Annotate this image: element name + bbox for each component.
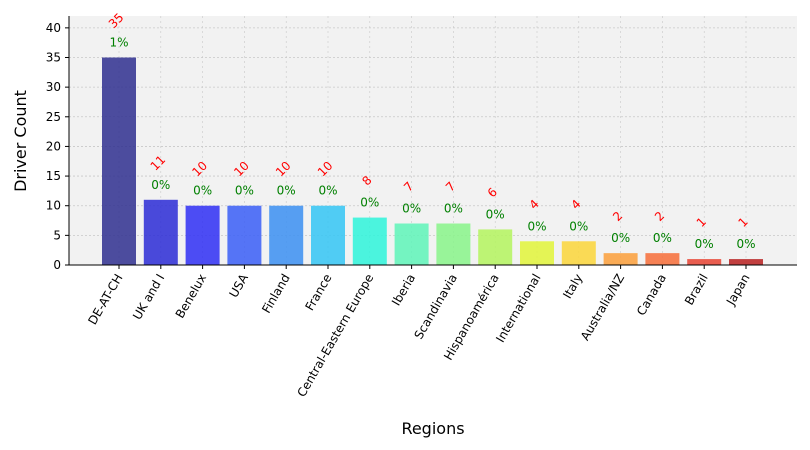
bar <box>269 205 304 265</box>
bar-percent-label: 0% <box>151 178 170 192</box>
bar-percent-label: 0% <box>402 202 421 216</box>
x-tick-label: International <box>493 272 543 345</box>
x-tick-label: Australia/NZ <box>578 272 627 343</box>
y-ticks: 0 5 10 15 20 25 30 35 40 <box>46 21 69 272</box>
x-tick-label: USA <box>226 271 251 300</box>
bar-percent-label: 0% <box>235 184 254 198</box>
x-tick-label: UK and I <box>130 272 167 323</box>
bar-percent-label: 0% <box>653 231 672 245</box>
bar <box>185 205 220 265</box>
bar-percent-label: 0% <box>611 231 630 245</box>
bar <box>603 253 638 265</box>
bar <box>227 205 262 265</box>
bar-percent-label: 0% <box>444 202 463 216</box>
bar-percent-label: 0% <box>360 196 379 210</box>
x-tick-label: Scandinavia <box>411 272 460 342</box>
bar-percent-label: 0% <box>569 219 588 233</box>
bar <box>561 241 596 265</box>
x-tick-label: Italy <box>560 272 585 302</box>
bar <box>311 205 345 265</box>
x-tick-label: Brazil <box>682 272 711 308</box>
y-tick-label: 25 <box>46 110 61 124</box>
bar-percent-label: 0% <box>695 237 714 251</box>
x-tick-label: Finland <box>259 272 293 316</box>
bar <box>520 241 554 265</box>
y-tick-label: 30 <box>46 80 61 94</box>
x-tick-label: Canada <box>634 272 669 319</box>
x-ticks: DE-AT-CH UK and I Benelux USA Finland FranceC… <box>85 265 753 400</box>
bar-percent-label: 0% <box>318 184 337 198</box>
bar-labels: 1%350%110%100%100%100%100%80%70%70%60%40… <box>106 10 756 251</box>
bars <box>102 57 763 265</box>
x-tick-label: France <box>303 272 335 314</box>
bar <box>394 223 429 265</box>
y-tick-label: 20 <box>46 139 61 153</box>
x-tick-label: DE-AT-CH <box>85 272 125 328</box>
bar <box>478 229 513 265</box>
bar-percent-label: 0% <box>193 184 212 198</box>
y-tick-label: 40 <box>46 21 61 35</box>
bar <box>436 223 471 265</box>
bar-percent-label: 0% <box>486 207 505 221</box>
y-tick-label: 0 <box>53 258 61 272</box>
gridlines <box>69 16 797 266</box>
x-tick-label: Iberia <box>389 272 418 309</box>
bar <box>102 57 136 265</box>
plot-area <box>69 16 797 265</box>
x-axis-title: Regions <box>401 419 464 438</box>
y-tick-label: 15 <box>46 169 61 183</box>
bar <box>352 217 387 265</box>
y-tick-label: 5 <box>53 228 61 242</box>
bar <box>687 259 722 265</box>
x-tick-label: Central-Eastern Europe <box>294 272 376 400</box>
bar-percent-label: 1% <box>109 36 128 50</box>
y-tick-label: 35 <box>46 51 61 65</box>
bar-percent-label: 0% <box>736 237 755 251</box>
bar <box>729 259 763 265</box>
bar-percent-label: 0% <box>527 219 546 233</box>
bar-percent-label: 0% <box>277 184 296 198</box>
y-tick-label: 10 <box>46 199 61 213</box>
x-tick-label: Benelux <box>173 272 209 321</box>
bar <box>143 199 178 265</box>
y-axis-title: Driver Count <box>11 90 30 192</box>
x-tick-label: Japan <box>723 272 752 309</box>
bar <box>645 253 680 265</box>
